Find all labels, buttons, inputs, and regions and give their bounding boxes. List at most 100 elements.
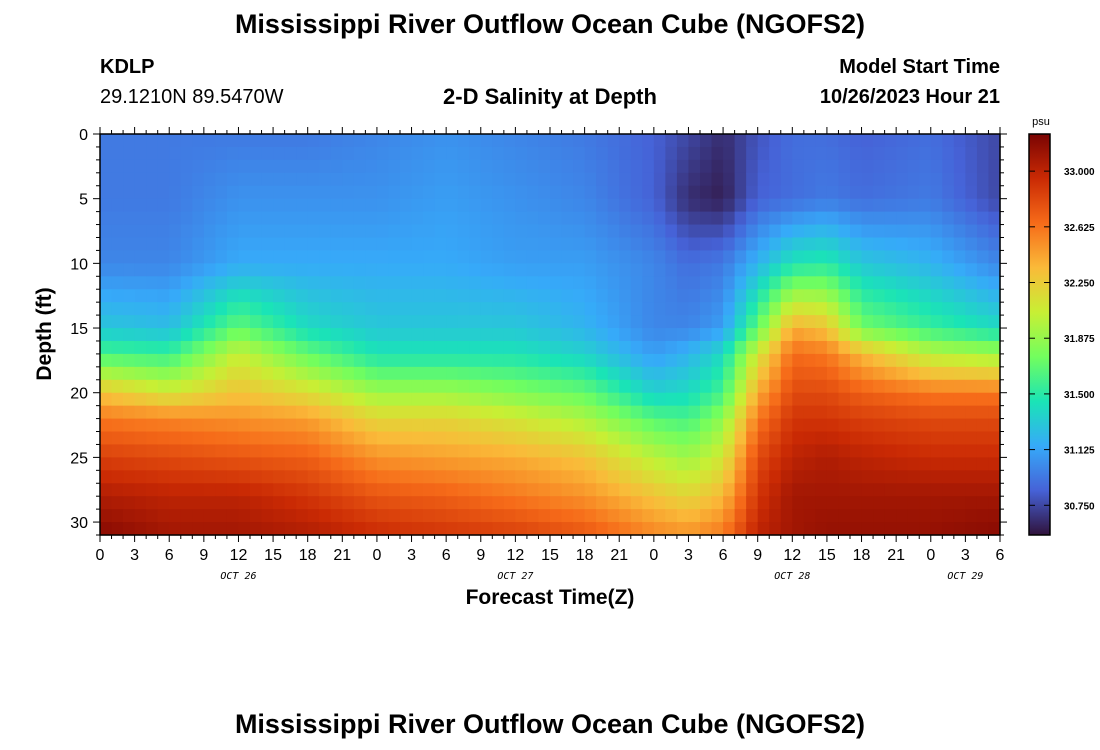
heatmap-cell [411, 353, 424, 368]
heatmap-cell [734, 366, 747, 381]
heatmap-cell [861, 379, 874, 394]
heatmap-cell [492, 392, 505, 407]
heatmap-cell [884, 159, 897, 174]
heatmap-cell [169, 185, 182, 200]
heatmap-cell [307, 340, 320, 355]
heatmap-cell [192, 509, 205, 523]
heatmap-cell [365, 289, 378, 303]
heatmap-cell [261, 353, 274, 368]
heatmap-cell [134, 444, 147, 458]
heatmap-cell [769, 366, 782, 381]
heatmap-cell [250, 522, 263, 536]
heatmap-cell [976, 211, 990, 226]
heatmap-cell [850, 366, 863, 381]
heatmap-cell [250, 366, 263, 381]
heatmap-cell [907, 263, 920, 277]
heatmap-cell [480, 366, 493, 381]
heatmap-cell [815, 172, 828, 187]
heatmap-cell [815, 444, 828, 458]
heatmap-cell [434, 418, 447, 433]
heatmap-cell [446, 134, 459, 148]
heatmap-cell [653, 470, 666, 484]
heatmap-cell [976, 392, 990, 407]
heatmap-cell [180, 185, 193, 200]
heatmap-cell [619, 263, 632, 277]
heatmap-cell [538, 340, 551, 355]
heatmap-cell [769, 302, 782, 316]
heatmap-cell [792, 522, 805, 536]
heatmap-cell [400, 263, 413, 277]
heatmap-cell [111, 392, 124, 407]
heatmap-cell [815, 134, 828, 148]
heatmap-cell [700, 340, 713, 355]
heatmap-cell [215, 237, 228, 252]
heatmap-cell [896, 237, 909, 252]
heatmap-cell [538, 146, 551, 161]
heatmap-cell [757, 250, 770, 264]
heatmap-cell [319, 289, 332, 303]
heatmap-cell [942, 237, 955, 252]
heatmap-cell [469, 146, 482, 161]
heatmap-cell [700, 250, 713, 264]
heatmap-cell [607, 134, 620, 148]
heatmap-cell [446, 340, 459, 355]
heatmap-cell [792, 509, 805, 523]
heatmap-cell [238, 483, 251, 497]
heatmap-cell [550, 444, 563, 458]
heatmap-cell [400, 159, 413, 174]
heatmap-cell [873, 289, 886, 303]
heatmap-cell [180, 483, 193, 497]
heatmap-cell [376, 340, 390, 355]
heatmap-cell [180, 237, 193, 252]
heatmap-cell [296, 211, 309, 226]
heatmap-cell [469, 509, 482, 523]
heatmap-cell [561, 522, 574, 536]
heatmap-cell [203, 263, 216, 277]
heatmap-cell [780, 405, 793, 420]
heatmap-cell [630, 185, 643, 200]
x-tick-label: 0 [926, 547, 935, 564]
heatmap-cell [746, 328, 759, 342]
heatmap-cell [584, 250, 597, 264]
heatmap-cell [861, 353, 874, 368]
heatmap-cell [850, 211, 863, 226]
heatmap-cell [423, 392, 436, 407]
heatmap-cell [411, 392, 424, 407]
heatmap-cell [803, 470, 816, 484]
heatmap-cell [238, 496, 251, 510]
heatmap-cell [734, 250, 747, 264]
heatmap-cell [388, 224, 401, 239]
heatmap-cell [134, 237, 147, 252]
heatmap-cell [180, 289, 193, 303]
heatmap-cell [388, 146, 401, 161]
heatmap-cell [746, 250, 759, 264]
heatmap-cell [988, 146, 1001, 161]
heatmap-cell [400, 340, 413, 355]
heatmap-cell [965, 185, 978, 200]
heatmap-cell [434, 224, 447, 239]
heatmap-cell [953, 366, 966, 381]
heatmap-cell [515, 392, 528, 407]
heatmap-cell [838, 457, 851, 471]
heatmap-cell [250, 509, 263, 523]
heatmap-cell [307, 224, 320, 239]
heatmap-cell [250, 198, 263, 213]
heatmap-cell [319, 172, 332, 187]
heatmap-cell [111, 470, 124, 484]
heatmap-cell [319, 134, 332, 148]
heatmap-cell [273, 289, 286, 303]
heatmap-cell [976, 185, 990, 200]
heatmap-cell [157, 431, 170, 446]
heatmap-cell [630, 353, 643, 368]
heatmap-cell [826, 172, 840, 187]
heatmap-cell [665, 379, 678, 394]
heatmap-cell [861, 134, 874, 148]
heatmap-cell [515, 496, 528, 510]
heatmap-cell [365, 198, 378, 213]
heatmap-cell [226, 509, 240, 523]
heatmap-cell [123, 198, 136, 213]
heatmap-cell [515, 146, 528, 161]
heatmap-cell [723, 263, 736, 277]
heatmap-cell [607, 509, 620, 523]
heatmap-cell [780, 224, 793, 239]
